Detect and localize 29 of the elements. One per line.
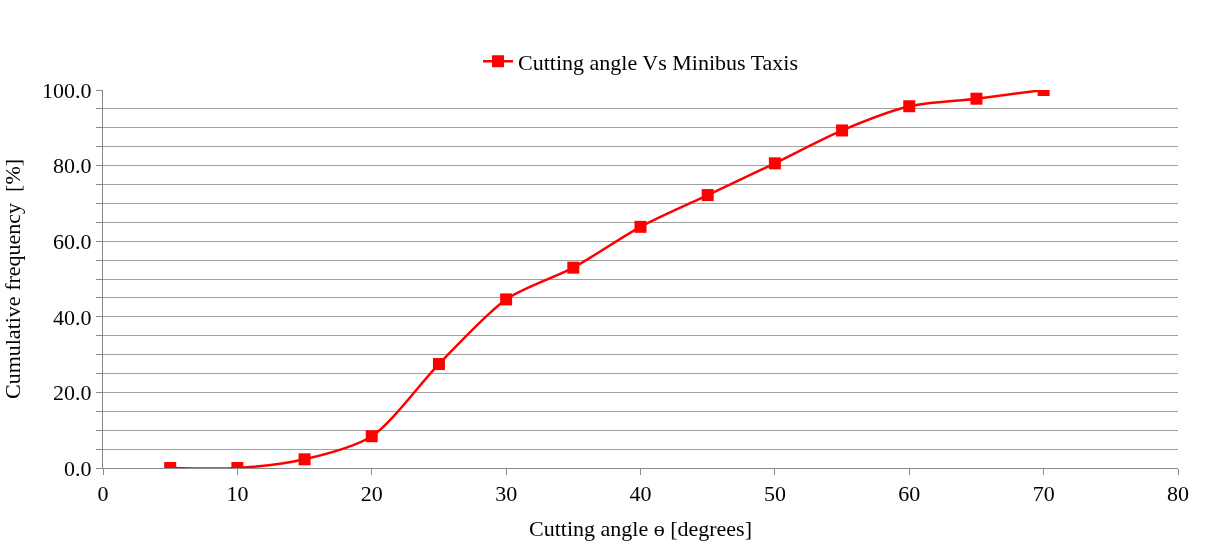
x-tick-label: 40 <box>629 481 652 507</box>
y-tick-label: 20.0 <box>53 380 92 406</box>
point <box>365 430 378 443</box>
y-tick-label: 100.0 <box>42 77 92 103</box>
x-tick-label: 70 <box>1032 481 1055 507</box>
x-axis-title: Cutting angle ɵ [degrees] <box>529 516 752 542</box>
y-tick-label: 0.0 <box>64 455 92 481</box>
point <box>836 124 849 137</box>
x-tick-label: 60 <box>898 481 921 507</box>
x-tick-label: 50 <box>763 481 786 507</box>
x-tick-label: 80 <box>1167 481 1189 507</box>
y-tick-label: 40.0 <box>53 304 92 330</box>
point <box>903 100 916 113</box>
point <box>500 293 513 306</box>
x-tick-label: 20 <box>360 481 383 507</box>
point <box>298 453 311 466</box>
point <box>567 261 580 274</box>
y-tick-label: 80.0 <box>53 153 92 179</box>
x-tick-label: 0 <box>97 481 109 507</box>
x-tick-label: 30 <box>495 481 518 507</box>
x-tick-label: 10 <box>226 481 249 507</box>
y-axis-title: Cumulative frequency [%] <box>0 158 25 400</box>
point <box>432 358 445 371</box>
point <box>970 92 983 105</box>
legend-label: Cutting angle Vs Minibus Taxis <box>518 49 798 75</box>
point <box>701 189 714 202</box>
y-tick-label: 60.0 <box>53 228 92 254</box>
point <box>768 157 781 170</box>
point <box>634 220 647 233</box>
